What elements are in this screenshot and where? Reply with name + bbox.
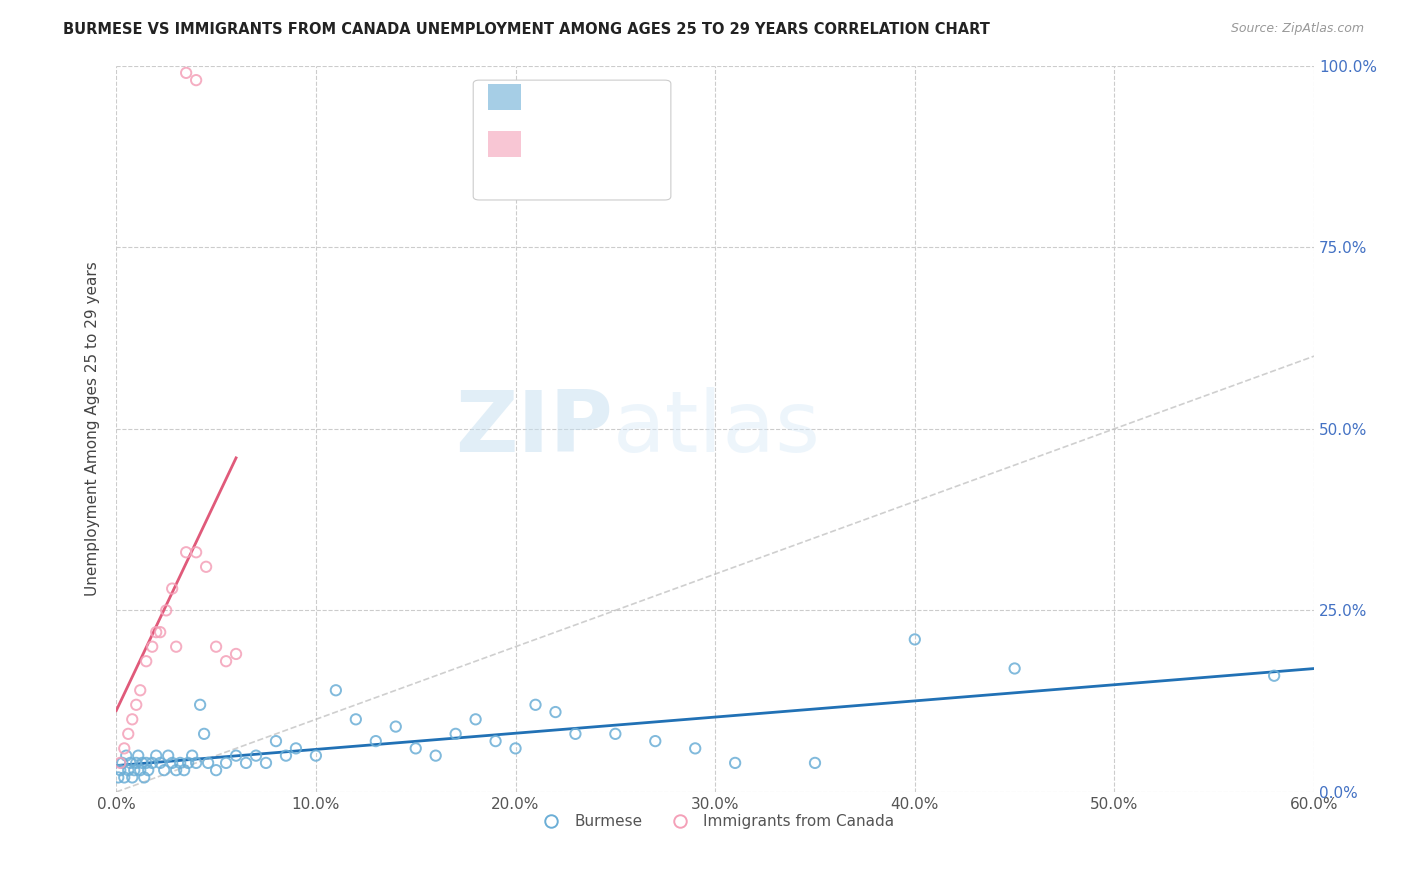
Point	[305, 748, 328, 763]
Point	[524, 698, 547, 712]
Point	[215, 756, 238, 770]
Point	[135, 654, 157, 668]
Point	[254, 756, 277, 770]
Point	[544, 705, 567, 719]
Point	[115, 748, 138, 763]
Point	[724, 756, 747, 770]
Point	[264, 734, 287, 748]
Point	[160, 582, 183, 596]
Text: Source: ZipAtlas.com: Source: ZipAtlas.com	[1230, 22, 1364, 36]
Text: N = 62: N = 62	[607, 89, 661, 104]
Point	[134, 771, 156, 785]
FancyBboxPatch shape	[474, 80, 671, 200]
Point	[165, 640, 187, 654]
Point	[683, 741, 706, 756]
Point	[121, 771, 143, 785]
Point	[157, 748, 180, 763]
Text: N = 21: N = 21	[607, 136, 661, 152]
Point	[169, 756, 191, 770]
Point	[235, 756, 257, 770]
Text: ZIP: ZIP	[456, 387, 613, 470]
Point	[165, 763, 187, 777]
Point	[274, 748, 297, 763]
Point	[215, 654, 238, 668]
Y-axis label: Unemployment Among Ages 25 to 29 years: Unemployment Among Ages 25 to 29 years	[86, 261, 100, 596]
Point	[174, 545, 197, 559]
Point	[125, 756, 148, 770]
Point	[160, 756, 183, 770]
Point	[384, 720, 406, 734]
Point	[344, 712, 367, 726]
Text: R =  0.191: R = 0.191	[530, 89, 612, 104]
Text: BURMESE VS IMMIGRANTS FROM CANADA UNEMPLOYMENT AMONG AGES 25 TO 29 YEARS CORRELA: BURMESE VS IMMIGRANTS FROM CANADA UNEMPL…	[63, 22, 990, 37]
Point	[245, 748, 267, 763]
Point	[188, 698, 211, 712]
Point	[564, 727, 586, 741]
Point	[444, 727, 467, 741]
Point	[122, 763, 145, 777]
Point	[145, 625, 167, 640]
Point	[197, 756, 219, 770]
Point	[117, 727, 139, 741]
Point	[605, 727, 627, 741]
Point	[184, 545, 207, 559]
Point	[225, 748, 247, 763]
Point	[110, 763, 132, 777]
Point	[484, 734, 506, 748]
Point	[121, 712, 143, 726]
Point	[110, 756, 132, 770]
Point	[120, 756, 142, 770]
Point	[184, 756, 207, 770]
Text: R =  0.441: R = 0.441	[530, 136, 610, 152]
Point	[111, 756, 134, 770]
Point	[644, 734, 666, 748]
Point	[149, 625, 172, 640]
Point	[174, 66, 197, 80]
Point	[177, 756, 200, 770]
Point	[107, 771, 129, 785]
Point	[181, 748, 204, 763]
Point	[804, 756, 827, 770]
Point	[129, 763, 152, 777]
Point	[141, 640, 163, 654]
Point	[364, 734, 387, 748]
Point	[112, 771, 135, 785]
Text: atlas: atlas	[613, 387, 821, 470]
Point	[136, 763, 159, 777]
Point	[325, 683, 347, 698]
Point	[141, 756, 163, 770]
Point	[149, 756, 172, 770]
Point	[405, 741, 427, 756]
Point	[125, 698, 148, 712]
FancyBboxPatch shape	[488, 84, 522, 110]
Point	[131, 756, 153, 770]
Point	[464, 712, 486, 726]
Point	[173, 763, 195, 777]
Point	[117, 763, 139, 777]
Point	[184, 73, 207, 87]
Point	[425, 748, 447, 763]
Point	[195, 559, 218, 574]
Point	[505, 741, 527, 756]
Point	[1004, 661, 1026, 675]
Point	[1263, 669, 1285, 683]
FancyBboxPatch shape	[488, 131, 522, 157]
Point	[127, 748, 149, 763]
Point	[193, 727, 215, 741]
Point	[135, 756, 157, 770]
Point	[904, 632, 927, 647]
Point	[112, 741, 135, 756]
Point	[284, 741, 307, 756]
Point	[129, 683, 152, 698]
Point	[153, 763, 176, 777]
Point	[145, 748, 167, 763]
Point	[205, 763, 228, 777]
Legend: Burmese, Immigrants from Canada: Burmese, Immigrants from Canada	[530, 808, 901, 835]
Point	[205, 640, 228, 654]
Point	[155, 603, 177, 617]
Point	[225, 647, 247, 661]
